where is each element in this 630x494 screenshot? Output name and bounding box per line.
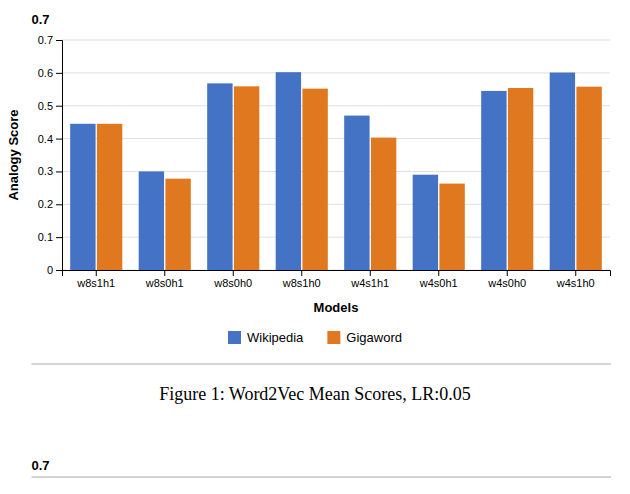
bar bbox=[165, 179, 190, 270]
chart: 0 0.1 0.2 0.3 0.4 0.5 0.6 0.7 w8s1h1 w8s0h1 w8s0h0… bbox=[0, 0, 630, 494]
bar bbox=[413, 175, 438, 270]
y-axis: 0 0.1 0.2 0.3 0.4 0.5 0.6 0.7 bbox=[38, 34, 63, 276]
tick-label: 0.4 bbox=[38, 133, 53, 145]
series bbox=[70, 72, 575, 270]
bar bbox=[207, 83, 232, 270]
bar bbox=[481, 91, 506, 270]
tick-label: w4s0h0 bbox=[487, 277, 526, 289]
legend: Wikipedia Gigaword bbox=[228, 330, 402, 345]
tick-label: 0.6 bbox=[38, 67, 53, 79]
tick-mark bbox=[301, 270, 302, 276]
y-axis-title: Analogy Score bbox=[6, 109, 21, 200]
tick: 0.6 bbox=[38, 67, 62, 79]
separator bbox=[32, 364, 612, 365]
tick-mark bbox=[56, 40, 62, 41]
x-axis-title: Models bbox=[314, 300, 359, 315]
grid bbox=[62, 40, 610, 270]
tick-mark bbox=[56, 106, 62, 107]
tick: w8s0h0 bbox=[213, 270, 252, 289]
tick: w4s0h1 bbox=[419, 270, 458, 289]
bar bbox=[371, 138, 396, 270]
tick-mark bbox=[56, 237, 62, 238]
tick-mark bbox=[438, 270, 439, 276]
bar bbox=[139, 171, 164, 270]
axis-line bbox=[56, 41, 63, 271]
plot: 0 0.1 0.2 0.3 0.4 0.5 0.6 0.7 w8s1h1 w8s0h1 w8s0h0… bbox=[38, 34, 611, 289]
bar bbox=[70, 124, 95, 270]
tick: w8s1h0 bbox=[282, 270, 321, 289]
tick-mark bbox=[164, 270, 165, 276]
annotation: 0.7 bbox=[32, 458, 50, 473]
grid-line bbox=[62, 40, 610, 41]
grid-line bbox=[62, 72, 610, 73]
tick-label: w4s0h1 bbox=[419, 277, 458, 289]
legend-label: Wikipedia bbox=[247, 330, 304, 345]
annotation: 0.7 bbox=[32, 12, 50, 27]
tick: w8s1h1 bbox=[76, 270, 115, 289]
bar bbox=[234, 86, 259, 270]
tick-mark bbox=[56, 139, 62, 140]
tick-mark bbox=[56, 73, 62, 74]
tick-label: w4s1h1 bbox=[350, 277, 389, 289]
tick-mark bbox=[56, 204, 62, 205]
tick-label: w8s0h1 bbox=[145, 277, 184, 289]
bar bbox=[508, 88, 533, 270]
legend-item: Gigaword bbox=[327, 330, 402, 345]
x-axis: w8s1h1 w8s0h1 w8s0h0 w8s1h0 w4s1h1 w4s0h1 w4s0… bbox=[63, 270, 611, 289]
tick-label: w8s1h1 bbox=[76, 277, 115, 289]
tick-mark bbox=[56, 270, 62, 271]
bars bbox=[70, 72, 602, 270]
tick: 0 bbox=[47, 264, 62, 276]
bar bbox=[439, 184, 464, 270]
tick: 0.1 bbox=[38, 231, 62, 243]
tick: w4s1h0 bbox=[556, 270, 595, 289]
tick-label: 0.2 bbox=[38, 198, 53, 210]
tick-mark bbox=[507, 270, 508, 276]
tick-label: w8s0h0 bbox=[213, 277, 252, 289]
tick: w4s1h1 bbox=[350, 270, 389, 289]
bar bbox=[276, 72, 301, 270]
tick-label: w8s1h0 bbox=[282, 277, 321, 289]
tick-mark bbox=[575, 270, 576, 276]
tick-mark bbox=[56, 171, 62, 172]
tick-label: 0.1 bbox=[38, 231, 53, 243]
tick: w8s0h1 bbox=[145, 270, 184, 289]
tick-mark bbox=[370, 270, 371, 276]
tick-label: 0.5 bbox=[38, 100, 53, 112]
tick-label: 0 bbox=[47, 264, 53, 276]
legend-swatch bbox=[228, 331, 241, 344]
axis-line bbox=[63, 271, 611, 277]
bar bbox=[550, 73, 575, 270]
tick: 0.4 bbox=[38, 133, 62, 145]
tick-mark bbox=[96, 270, 97, 276]
bar bbox=[302, 89, 327, 270]
series bbox=[97, 86, 602, 270]
bar bbox=[97, 124, 122, 270]
tick: 0.7 bbox=[38, 34, 62, 46]
tick-label: 0.7 bbox=[38, 34, 53, 46]
bar bbox=[576, 87, 601, 270]
tick: w4s0h0 bbox=[487, 270, 526, 289]
legend-label: Gigaword bbox=[346, 330, 402, 345]
tick: 0.3 bbox=[38, 165, 62, 177]
bar bbox=[344, 116, 369, 270]
legend-item: Wikipedia bbox=[228, 330, 304, 345]
tick-label: w4s1h0 bbox=[556, 277, 595, 289]
tick: 0.2 bbox=[38, 198, 62, 210]
tick-label: 0.3 bbox=[38, 165, 53, 177]
caption: Figure 1: Word2Vec Mean Scores, LR:0.05 bbox=[159, 384, 471, 404]
tick: 0.5 bbox=[38, 100, 62, 112]
legend-swatch bbox=[327, 331, 340, 344]
tick-mark bbox=[233, 270, 234, 276]
separator bbox=[32, 477, 612, 478]
